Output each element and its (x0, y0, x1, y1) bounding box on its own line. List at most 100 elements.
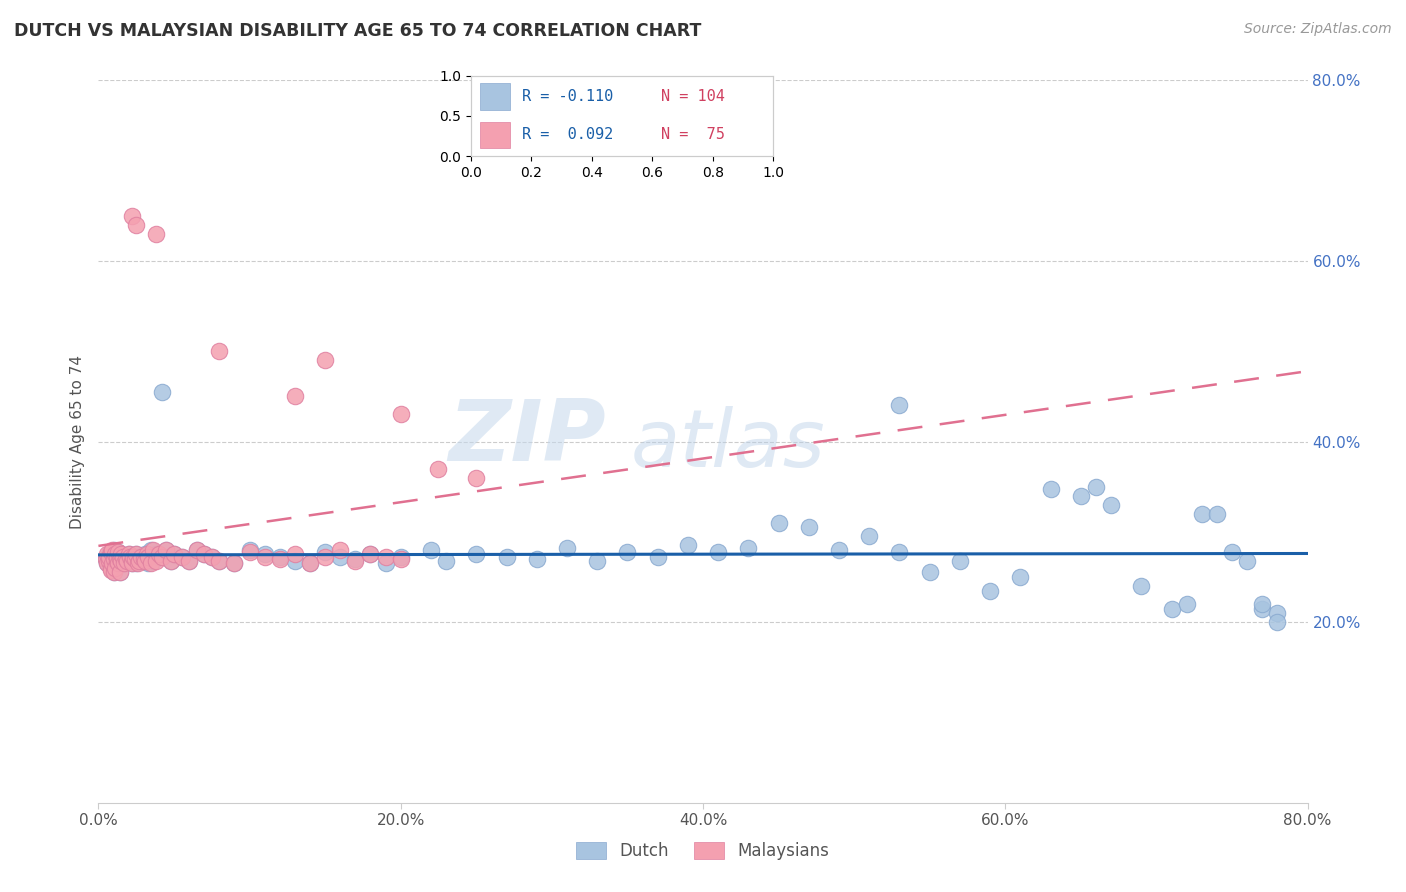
Point (125, 557, 148, 571)
Point (122, 550, 145, 565)
Point (114, 552, 136, 566)
Point (179, 554, 201, 568)
Point (224, 557, 246, 571)
Point (115, 554, 138, 568)
Point (208, 554, 231, 568)
Text: R = -0.110: R = -0.110 (523, 89, 613, 103)
Point (107, 557, 129, 571)
Point (918, 566, 941, 580)
Point (128, 550, 150, 565)
Point (142, 554, 165, 568)
Point (208, 554, 231, 568)
Point (127, 554, 149, 568)
Point (239, 542, 262, 557)
Text: N =  75: N = 75 (661, 127, 725, 142)
Point (1267, 615, 1289, 630)
Point (124, 552, 146, 566)
Point (121, 554, 143, 568)
Point (889, 545, 911, 559)
Point (344, 554, 367, 568)
Point (105, 550, 128, 565)
Point (1039, 482, 1062, 496)
Point (129, 550, 152, 565)
Point (434, 554, 457, 568)
Point (186, 542, 208, 557)
Point (193, 548, 215, 562)
Point (389, 550, 412, 565)
Point (239, 545, 262, 559)
Point (555, 541, 578, 555)
Point (586, 554, 609, 568)
Point (129, 552, 152, 566)
Point (707, 545, 730, 559)
Point (949, 554, 972, 568)
Point (1070, 489, 1092, 503)
Point (465, 471, 488, 485)
Point (420, 542, 443, 557)
Point (828, 542, 851, 557)
Point (224, 557, 246, 571)
Point (100, 561, 122, 575)
Point (94, 552, 117, 566)
Point (1175, 597, 1198, 611)
Point (118, 548, 141, 562)
Point (1206, 507, 1229, 521)
Point (284, 548, 307, 562)
Point (107, 557, 129, 571)
Point (107, 545, 129, 559)
Point (314, 545, 336, 559)
Point (103, 552, 125, 566)
Y-axis label: Disability Age 65 to 74: Disability Age 65 to 74 (69, 354, 84, 529)
Point (145, 548, 167, 562)
Point (96, 557, 118, 571)
Point (104, 548, 127, 562)
Point (1010, 570, 1032, 584)
Point (145, 227, 167, 241)
Point (101, 542, 124, 557)
Point (1191, 507, 1213, 521)
Point (374, 550, 396, 565)
Point (201, 550, 224, 565)
Point (132, 554, 155, 568)
Point (155, 542, 177, 557)
Point (103, 566, 125, 580)
Point (150, 550, 173, 565)
Point (427, 461, 450, 475)
Point (647, 550, 669, 565)
Point (163, 548, 186, 562)
Text: R =  0.092: R = 0.092 (523, 127, 613, 142)
Point (208, 344, 231, 359)
Point (100, 550, 122, 565)
Point (201, 550, 224, 565)
Point (101, 545, 124, 559)
Point (101, 557, 124, 571)
Point (100, 561, 122, 575)
Point (120, 550, 142, 565)
Point (269, 552, 291, 566)
Point (160, 554, 183, 568)
Point (110, 548, 132, 562)
Point (104, 561, 127, 575)
Point (134, 548, 156, 562)
Point (858, 529, 880, 543)
Point (465, 548, 488, 562)
Point (118, 548, 141, 562)
Point (128, 554, 150, 568)
Point (94, 552, 117, 566)
Point (269, 550, 291, 565)
Point (108, 552, 131, 566)
Point (127, 557, 149, 571)
Point (120, 550, 142, 565)
Point (284, 554, 307, 568)
Point (125, 548, 148, 562)
Point (179, 554, 201, 568)
Point (142, 542, 165, 557)
Text: DUTCH VS MALAYSIAN DISABILITY AGE 65 TO 74 CORRELATION CHART: DUTCH VS MALAYSIAN DISABILITY AGE 65 TO … (14, 22, 702, 40)
Point (150, 384, 173, 399)
Point (360, 548, 382, 562)
Point (284, 389, 307, 403)
Point (108, 566, 131, 580)
Point (110, 548, 132, 562)
Point (389, 408, 412, 422)
Point (111, 550, 134, 565)
